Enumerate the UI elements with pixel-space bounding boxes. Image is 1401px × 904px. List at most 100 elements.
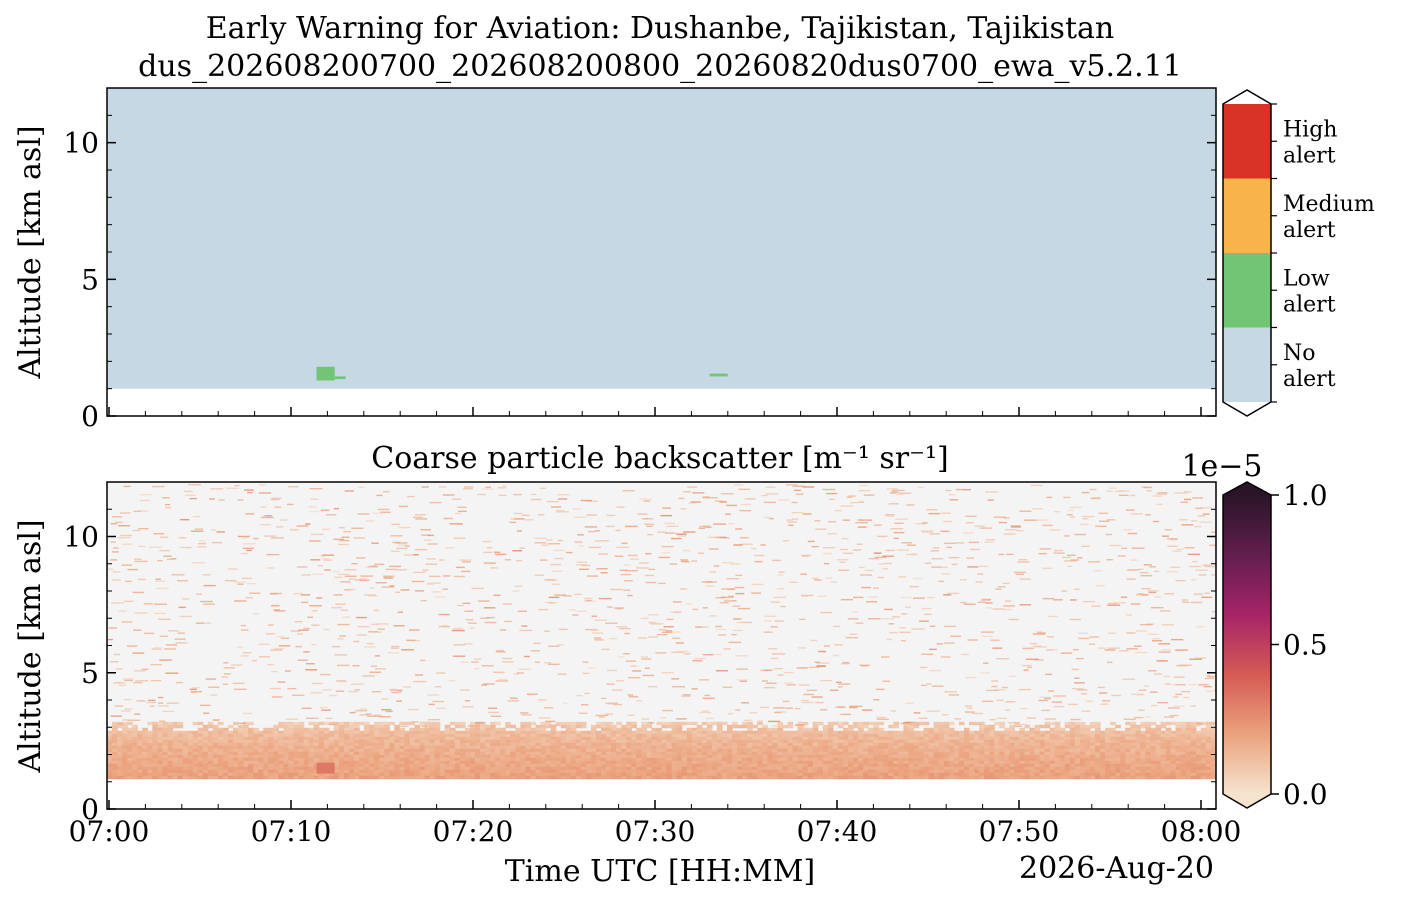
- backscatter-noise: [124, 679, 133, 682]
- backscatter-noise: [873, 587, 880, 589]
- backscatter-cell: [711, 766, 718, 771]
- backscatter-cell: [243, 760, 249, 765]
- backscatter-cell: [273, 757, 279, 762]
- backscatter-cell: [359, 730, 365, 735]
- backscatter-cell: [525, 736, 532, 741]
- backscatter-cell: [227, 745, 234, 750]
- backscatter-cell: [480, 742, 486, 747]
- backscatter-cell: [792, 757, 799, 762]
- backscatter-noise: [740, 621, 753, 624]
- backscatter-noise: [421, 725, 427, 727]
- backscatter-cell: [999, 745, 1005, 750]
- backscatter-cell: [868, 745, 874, 750]
- backscatter-cell: [575, 754, 582, 759]
- backscatter-cell: [1095, 739, 1101, 744]
- backscatter-cell: [787, 745, 794, 750]
- backscatter-cell: [1044, 721, 1051, 726]
- backscatter-cell: [853, 754, 859, 759]
- backscatter-cell: [923, 742, 930, 747]
- backscatter-cell: [525, 775, 532, 780]
- backscatter-cell: [263, 751, 269, 756]
- backscatter-noise: [749, 712, 758, 714]
- backscatter-cell: [283, 769, 290, 774]
- backscatter-cell: [429, 730, 436, 735]
- backscatter-cell: [938, 730, 945, 735]
- backscatter-noise: [737, 679, 749, 681]
- backscatter-cell: [858, 739, 864, 744]
- backscatter-noise: [1192, 497, 1204, 499]
- backscatter-cell: [686, 721, 693, 726]
- backscatter-noise: [838, 569, 849, 571]
- backscatter-cell: [369, 763, 375, 768]
- backscatter-noise: [838, 683, 851, 685]
- backscatter-cell: [1145, 754, 1152, 759]
- backscatter-cell: [1205, 745, 1212, 750]
- backscatter-cell: [792, 733, 799, 738]
- backscatter-cell: [142, 760, 148, 765]
- backscatter-noise: [1088, 643, 1096, 645]
- backscatter-cell: [1100, 757, 1106, 762]
- backscatter-cell: [782, 766, 789, 771]
- backscatter-cell: [984, 730, 990, 735]
- backscatter-cell: [293, 745, 300, 750]
- backscatter-cell: [464, 730, 471, 735]
- backscatter-cell: [822, 766, 829, 771]
- backscatter-noise: [1150, 606, 1164, 609]
- backscatter-cell: [1079, 748, 1086, 753]
- backscatter-cell: [122, 733, 128, 738]
- backscatter-cell: [172, 739, 179, 744]
- backscatter-cell: [747, 769, 753, 774]
- backscatter-cell: [202, 733, 209, 738]
- backscatter-noise: [666, 618, 674, 621]
- backscatter-noise: [1193, 725, 1202, 727]
- backscatter-cell: [1195, 742, 1202, 747]
- backscatter-cell: [278, 766, 285, 771]
- backscatter-cell: [757, 739, 763, 744]
- backscatter-cell: [656, 745, 663, 750]
- backscatter-cell: [716, 751, 723, 756]
- backscatter-noise: [1166, 570, 1178, 573]
- backscatter-cell: [631, 766, 637, 771]
- backscatter-cell: [1095, 772, 1101, 777]
- backscatter-noise: [165, 506, 171, 509]
- backscatter-cell: [1100, 748, 1106, 753]
- backscatter-noise: [134, 560, 148, 563]
- backscatter-noise: [557, 498, 568, 500]
- backscatter-cell: [152, 742, 159, 747]
- backscatter-cell: [162, 745, 169, 750]
- backscatter-cell: [812, 766, 819, 771]
- backscatter-cell: [1079, 724, 1086, 729]
- backscatter-cell: [772, 748, 779, 753]
- backscatter-noise: [810, 639, 818, 642]
- backscatter-cell: [1205, 763, 1212, 768]
- backscatter-cell: [409, 766, 416, 771]
- backscatter-cell: [1170, 733, 1177, 738]
- backscatter-cell: [903, 742, 910, 747]
- backscatter-cell: [409, 721, 416, 726]
- backscatter-cell: [414, 775, 421, 780]
- backscatter-noise: [1173, 696, 1179, 698]
- backscatter-noise: [481, 488, 495, 490]
- backscatter-cell: [1195, 739, 1202, 744]
- backscatter-cell: [540, 745, 547, 750]
- backscatter-noise: [900, 596, 912, 599]
- backscatter-noise: [728, 595, 735, 597]
- backscatter-cell: [923, 748, 930, 753]
- backscatter-cell: [696, 775, 703, 780]
- backscatter-noise: [715, 625, 722, 628]
- backscatter-cell: [772, 769, 779, 774]
- backscatter-cell: [535, 730, 542, 735]
- backscatter-cell: [792, 739, 799, 744]
- backscatter-cell: [696, 766, 703, 771]
- backscatter-noise: [594, 639, 604, 641]
- backscatter-cell: [495, 721, 501, 726]
- backscatter-cell: [227, 757, 234, 762]
- backscatter-cell: [147, 769, 153, 774]
- backscatter-cell: [389, 742, 395, 747]
- backscatter-cell: [1140, 772, 1147, 777]
- backscatter-cell: [807, 760, 814, 765]
- backscatter-cell: [570, 733, 577, 738]
- backscatter-cell: [122, 772, 128, 777]
- backscatter-noise: [943, 594, 952, 596]
